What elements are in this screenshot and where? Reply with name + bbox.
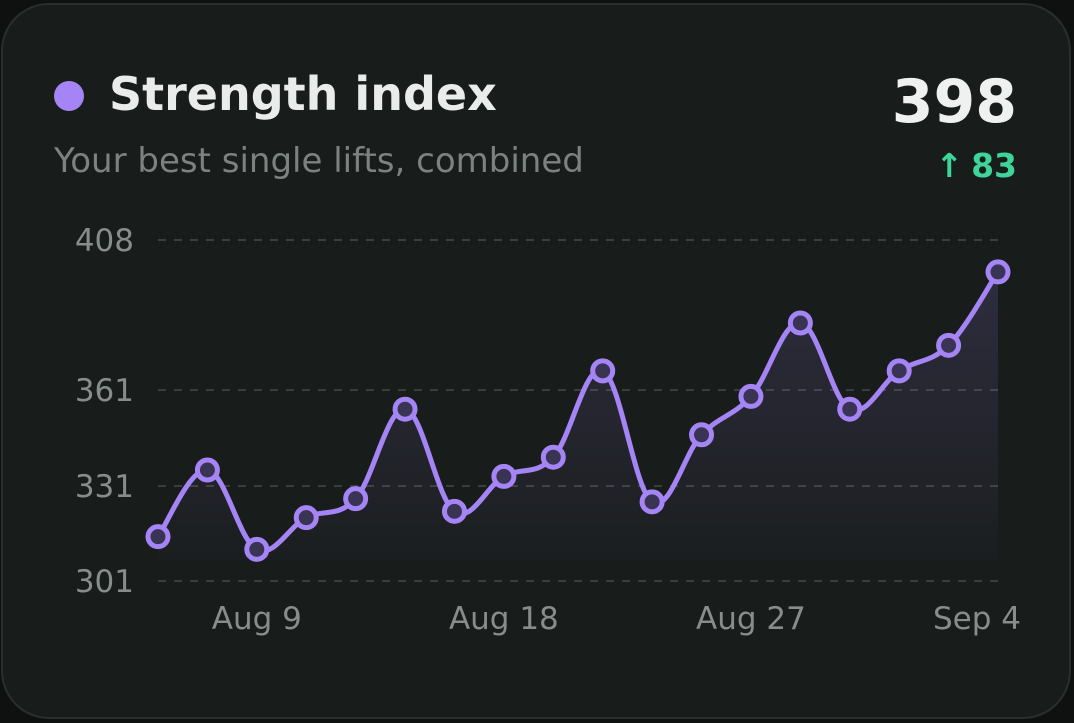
- data-point: [145, 524, 171, 550]
- x-tick-label: Sep 4: [933, 601, 1021, 637]
- y-tick-label: 301: [75, 564, 134, 600]
- data-point: [244, 536, 270, 562]
- data-point: [837, 396, 863, 422]
- data-point: [936, 332, 962, 358]
- data-point: [639, 489, 665, 515]
- x-tick-label: Aug 18: [449, 601, 559, 637]
- data-point: [194, 457, 220, 483]
- data-points: [145, 259, 1011, 562]
- data-point: [343, 486, 369, 512]
- arrow-up-icon: ↑: [935, 146, 964, 185]
- data-point: [787, 310, 813, 336]
- data-point: [985, 259, 1011, 285]
- delta-badge: ↑ 83: [935, 146, 1017, 186]
- current-value: 398: [891, 67, 1017, 137]
- x-tick-label: Aug 9: [212, 601, 302, 637]
- x-axis-ticks: Aug 9 Aug 18 Aug 27 Sep 4: [212, 601, 1021, 637]
- data-point: [738, 383, 764, 409]
- delta-value: 83: [971, 146, 1017, 185]
- y-tick-label: 331: [75, 469, 134, 505]
- data-point: [491, 463, 517, 489]
- card-title: Strength index: [109, 67, 497, 121]
- data-point: [590, 358, 616, 384]
- data-point: [293, 505, 319, 531]
- data-point: [441, 498, 467, 524]
- x-tick-label: Aug 27: [696, 601, 806, 637]
- y-axis-ticks: 301 331 361 408: [75, 223, 134, 600]
- data-point: [392, 396, 418, 422]
- y-tick-label: 408: [75, 223, 134, 259]
- data-point: [540, 444, 566, 470]
- data-point: [886, 358, 912, 384]
- series-color-dot: [54, 81, 84, 111]
- series-area: [158, 271, 998, 561]
- data-point: [689, 422, 715, 448]
- card-subtitle: Your best single lifts, combined: [54, 141, 584, 181]
- y-tick-label: 361: [75, 373, 134, 409]
